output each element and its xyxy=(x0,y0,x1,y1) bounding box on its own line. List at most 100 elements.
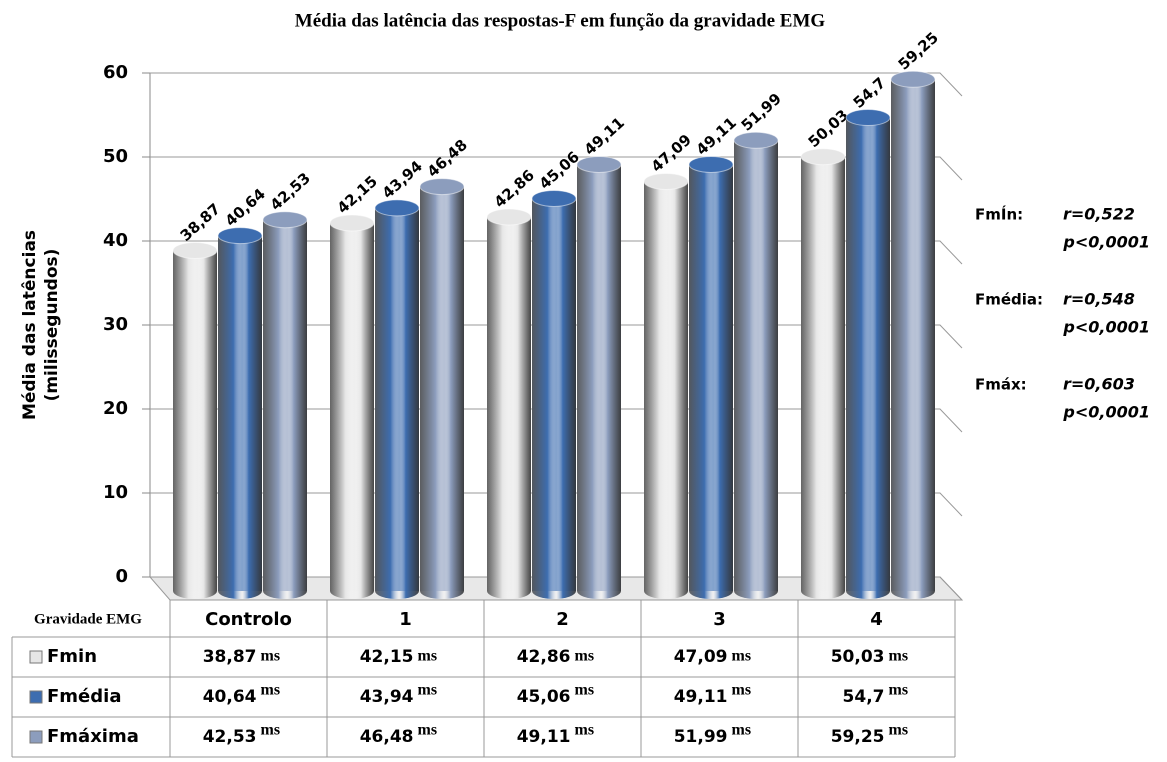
value-label: 49,11 xyxy=(693,114,740,159)
bar-cap xyxy=(486,208,532,226)
legend-swatch xyxy=(29,650,43,664)
x-axis-label: Gravidade EMG xyxy=(34,611,142,627)
bar xyxy=(329,214,375,599)
table-unit: ms xyxy=(732,648,752,665)
bar-body xyxy=(577,164,621,599)
bar-cap xyxy=(329,214,375,232)
y-axis-label-line: Média das latências xyxy=(20,230,40,420)
x-tick-label: Controlo xyxy=(205,609,292,630)
value-label: 42,15 xyxy=(334,172,381,217)
value-label: 51,99 xyxy=(738,89,785,134)
bar xyxy=(374,199,420,600)
bar-cap xyxy=(262,211,308,229)
table-unit: ms xyxy=(418,682,438,699)
bar-cap xyxy=(374,199,420,217)
y-tick-label: 20 xyxy=(103,398,128,419)
table-value: 47,09 xyxy=(674,647,728,667)
table-value: 42,86 xyxy=(517,647,571,667)
y-tick-label: 10 xyxy=(103,482,128,503)
table-value: 49,11 xyxy=(517,727,571,747)
value-label: 54,7 xyxy=(850,74,890,112)
value-label: 42,53 xyxy=(267,169,314,214)
value-label: 47,09 xyxy=(648,131,695,176)
table-unit: ms xyxy=(575,722,595,739)
table-value: 45,06 xyxy=(517,687,571,707)
table-value: 49,11 xyxy=(674,687,728,707)
table-value: 59,25 xyxy=(831,727,885,747)
table-unit: ms xyxy=(418,722,438,739)
bar xyxy=(172,241,218,599)
bar xyxy=(217,227,263,599)
table-unit: ms xyxy=(575,648,595,665)
y-tick-label: 60 xyxy=(103,62,128,83)
legend-swatch xyxy=(29,690,43,704)
y-tick-label: 40 xyxy=(103,230,128,251)
table-value: 54,7 xyxy=(843,687,885,707)
bar-body xyxy=(263,219,307,600)
table-unit: ms xyxy=(889,648,909,665)
table-unit: ms xyxy=(261,682,281,699)
annotation-p: p<0,0001 xyxy=(1062,233,1150,252)
bar-body xyxy=(330,222,374,599)
bar-cap xyxy=(531,189,577,207)
bar-cap xyxy=(643,172,689,190)
y-tick-label: 0 xyxy=(115,566,128,587)
bar-cap xyxy=(890,70,936,88)
y-axis-label-line: (milissegundos) xyxy=(42,249,62,402)
table-value: 50,03 xyxy=(831,647,885,667)
bar xyxy=(262,211,308,600)
annotation-label: Fmédia: xyxy=(975,291,1043,309)
annotation-p: p<0,0001 xyxy=(1062,318,1150,337)
value-label: 40,64 xyxy=(222,185,269,230)
value-label: 45,06 xyxy=(536,148,583,193)
bar xyxy=(845,109,891,600)
bar-body xyxy=(801,156,845,600)
bar xyxy=(531,189,577,599)
bar xyxy=(733,131,779,599)
table-value: 43,94 xyxy=(360,687,414,707)
bar-cap xyxy=(845,109,891,127)
bar-cap xyxy=(688,155,734,173)
annotation-r: r=0,603 xyxy=(1063,375,1135,394)
bar-body xyxy=(891,79,935,600)
legend-swatch xyxy=(29,730,43,744)
x-tick-label: 4 xyxy=(870,609,883,630)
table-unit: ms xyxy=(261,722,281,739)
table-unit: ms xyxy=(418,648,438,665)
x-tick-label: 3 xyxy=(713,609,726,630)
bar-body xyxy=(734,140,778,599)
bar-body xyxy=(644,181,688,599)
table-value: 42,53 xyxy=(203,727,257,747)
bar-body xyxy=(375,207,419,600)
bar-body xyxy=(218,235,262,599)
bar xyxy=(576,155,622,599)
bar xyxy=(419,178,465,599)
bar xyxy=(643,172,689,599)
value-label: 38,87 xyxy=(177,200,224,245)
bar-cap xyxy=(800,148,846,166)
bar-body xyxy=(173,250,217,599)
table-unit: ms xyxy=(732,722,752,739)
bar xyxy=(800,148,846,600)
bar-body xyxy=(689,164,733,599)
bar xyxy=(890,70,936,600)
value-label: 43,94 xyxy=(379,157,426,202)
table-value: 42,15 xyxy=(360,647,414,667)
bar-body xyxy=(532,198,576,599)
value-label: 59,25 xyxy=(895,28,942,73)
bar-body xyxy=(420,186,464,599)
table-value: 40,64 xyxy=(203,687,257,707)
value-label: 42,86 xyxy=(491,166,538,211)
table-unit: ms xyxy=(889,722,909,739)
legend-label: Fmáxima xyxy=(47,726,139,747)
bar-cap xyxy=(217,227,263,245)
annotation-label: Fmáx: xyxy=(975,376,1027,394)
table-unit: ms xyxy=(889,682,909,699)
annotation-r: r=0,548 xyxy=(1063,290,1135,309)
bar xyxy=(688,155,734,599)
table-value: 51,99 xyxy=(674,727,728,747)
y-tick-label: 30 xyxy=(103,314,128,335)
bar-cap xyxy=(419,178,465,196)
table-value: 38,87 xyxy=(203,647,257,667)
table-unit: ms xyxy=(732,682,752,699)
